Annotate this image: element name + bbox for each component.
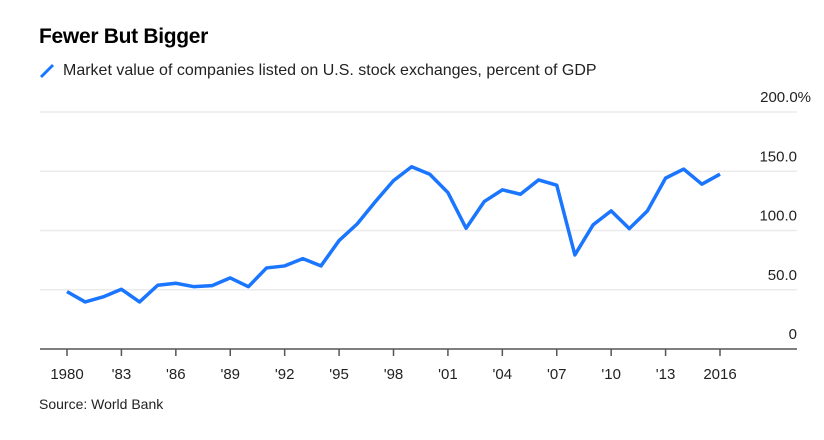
y-tick-label: 100.0: [759, 208, 797, 225]
x-tick-label: 1980: [50, 366, 83, 383]
legend-line-icon: [39, 63, 55, 79]
y-tick-label: 0: [789, 326, 797, 343]
x-tick-label: '10: [601, 366, 621, 383]
y-tick-label: 200.0%: [760, 89, 811, 106]
x-tick-label: '01: [438, 366, 458, 383]
chart-title: Fewer But Bigger: [39, 25, 209, 48]
legend-label: Market value of companies listed on U.S.…: [63, 62, 597, 79]
series-line: [66, 164, 721, 304]
x-tick-label: '89: [220, 366, 240, 383]
x-tick-label: '07: [547, 366, 567, 383]
y-tick-label: 50.0: [768, 267, 797, 284]
x-tick-label: 2016: [703, 366, 736, 383]
y-tick-label: 150.0: [759, 148, 797, 165]
x-tick-label: '98: [384, 366, 404, 383]
x-tick-label: '86: [166, 366, 186, 383]
x-tick-label: '04: [493, 366, 513, 383]
legend: Market value of companies listed on U.S.…: [39, 62, 597, 80]
x-tick-label: '92: [275, 366, 295, 383]
x-tick-label: '95: [329, 366, 349, 383]
source-note: Source: World Bank: [39, 396, 164, 412]
x-tick-label: '83: [112, 366, 132, 383]
x-tick-label: '13: [656, 366, 676, 383]
